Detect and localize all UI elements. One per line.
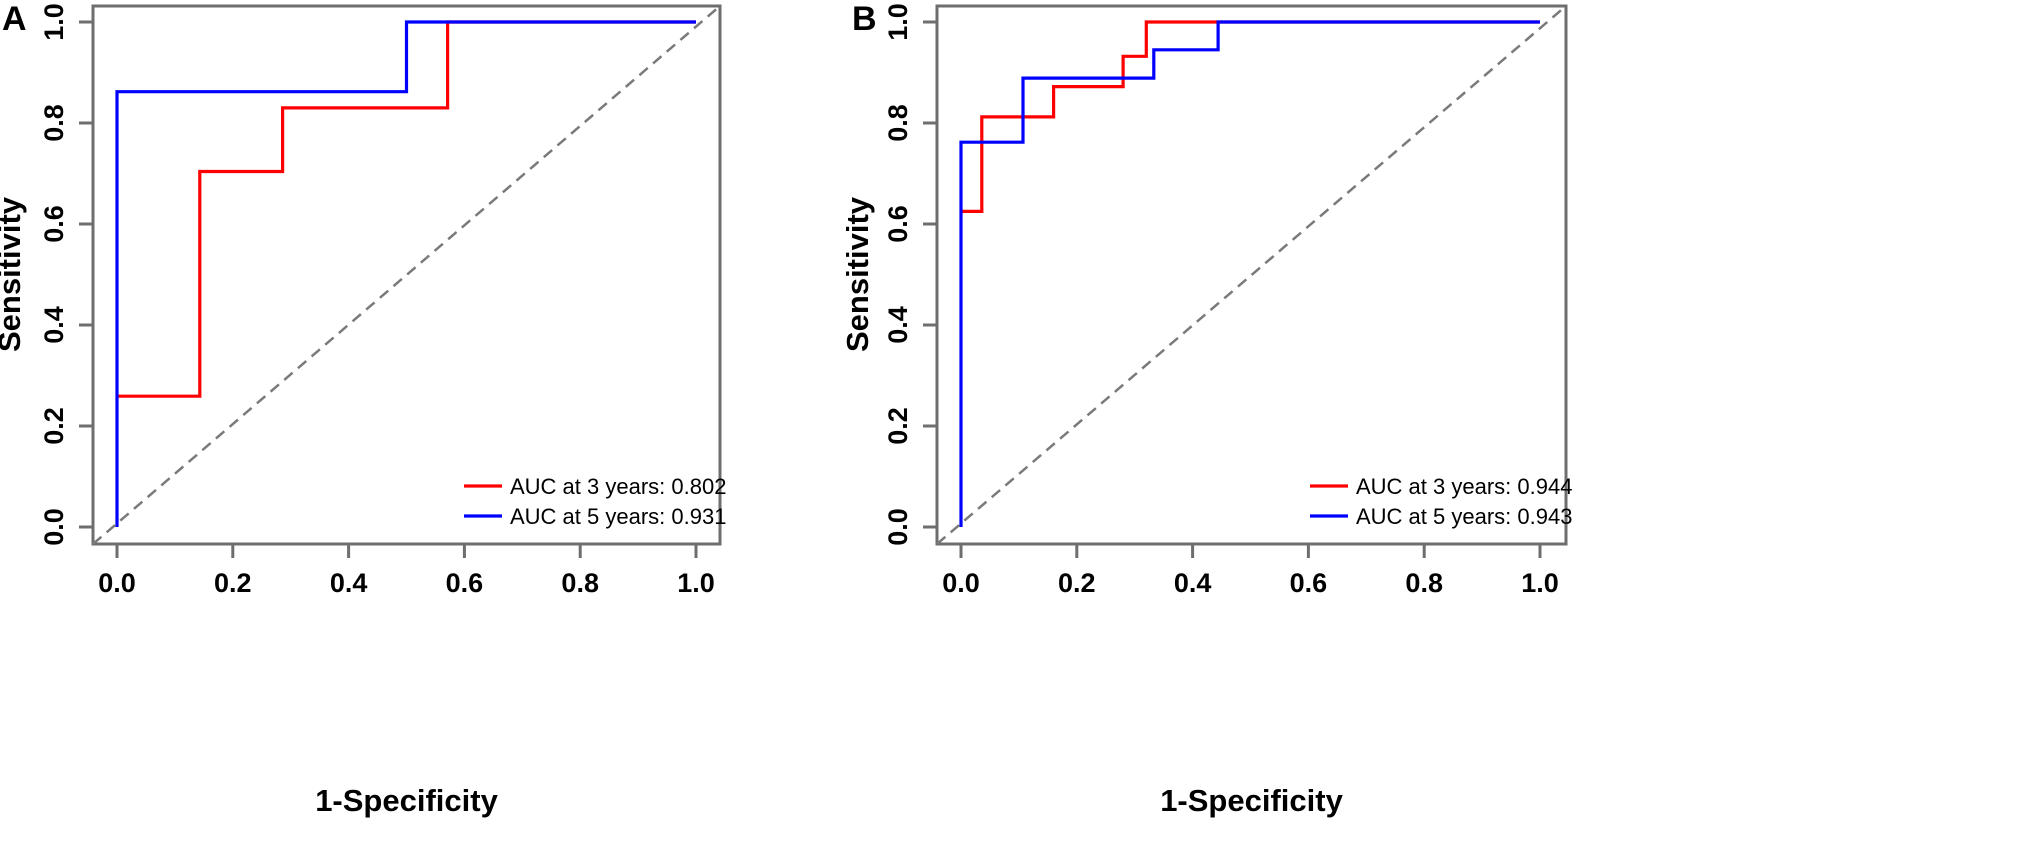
legend-box — [458, 464, 708, 536]
panel-label: A — [2, 0, 27, 38]
legend-box — [1304, 464, 1554, 536]
legend-label: AUC at 3 years: 0.802 — [510, 474, 726, 499]
legend-item: AUC at 5 years: 0.943 — [1310, 504, 1572, 529]
x-tick-label: 0.6 — [1290, 568, 1328, 598]
x-tick-label: 1.0 — [1521, 568, 1559, 598]
y-tick-label: 0.6 — [39, 205, 69, 243]
x-tick-label: 0.0 — [98, 568, 136, 598]
roc-curve-3-years — [117, 20, 696, 398]
legend-item: AUC at 3 years: 0.944 — [1310, 474, 1572, 499]
y-tick-label: 0.0 — [883, 508, 913, 546]
y-axis-title: Sensitivity — [0, 196, 27, 352]
x-axis-title: 1-Specificity — [315, 783, 498, 818]
y-tick-label: 0.6 — [883, 205, 913, 243]
reference-diagonal — [92, 5, 721, 545]
y-tick-label: 0.8 — [39, 104, 69, 142]
y-tick-label: 1.0 — [883, 3, 913, 41]
x-tick-label: 0.8 — [561, 568, 599, 598]
panel-label: B — [852, 0, 877, 38]
y-axis: 0.0 0.2 0.4 0.6 0.8 1.0 — [39, 3, 95, 546]
x-tick-label: 0.4 — [1174, 568, 1212, 598]
y-tick-label: 0.4 — [883, 306, 913, 344]
x-tick-label: 0.0 — [942, 568, 980, 598]
x-tick-label: 0.4 — [330, 568, 368, 598]
y-axis-title: Sensitivity — [840, 196, 875, 352]
x-tick-label: 0.8 — [1405, 568, 1443, 598]
roc-curve-5-years — [115, 20, 696, 527]
y-tick-label: 0.8 — [883, 104, 913, 142]
x-tick-label: 1.0 — [677, 568, 715, 598]
y-tick-label: 1.0 — [39, 3, 69, 41]
x-tick-label: 0.6 — [446, 568, 484, 598]
x-tick-label: 0.2 — [214, 568, 252, 598]
x-tick-label: 0.2 — [1058, 568, 1096, 598]
x-axis-title: 1-Specificity — [1160, 783, 1343, 818]
x-axis: 0.0 0.2 0.4 0.6 0.8 1.0 — [98, 542, 715, 598]
y-tick-label: 0.2 — [883, 407, 913, 445]
legend-item: AUC at 5 years: 0.931 — [464, 504, 726, 529]
y-tick-label: 0.4 — [39, 306, 69, 344]
reference-diagonal — [936, 5, 1567, 545]
roc-curve-5-years — [959, 20, 1540, 527]
y-tick-label: 0.0 — [39, 508, 69, 546]
legend: AUC at 3 years: 0.944 AUC at 5 years: 0.9… — [1304, 464, 1572, 536]
panel-a: A 0.0 0.2 0.4 0.6 0.8 1.0 0.0 0.2 0.4 0.6 0.8 1.0 1-S… — [0, 0, 726, 818]
legend-item: AUC at 3 years: 0.802 — [464, 474, 726, 499]
x-axis: 0.0 0.2 0.4 0.6 0.8 1.0 — [942, 542, 1559, 598]
y-tick-label: 0.2 — [39, 407, 69, 445]
legend-label: AUC at 3 years: 0.944 — [1356, 474, 1572, 499]
roc-curve-3-years — [961, 20, 1540, 213]
legend: AUC at 3 years: 0.802 AUC at 5 years: 0.9… — [458, 464, 726, 536]
legend-label: AUC at 5 years: 0.931 — [510, 504, 726, 529]
panel-b: B 0.0 0.2 0.4 0.6 0.8 1.0 0.0 0.2 0.4 0.6 0.8 1.0 1-S… — [840, 0, 1572, 818]
y-axis: 0.0 0.2 0.4 0.6 0.8 1.0 — [883, 3, 939, 546]
legend-label: AUC at 5 years: 0.943 — [1356, 504, 1572, 529]
